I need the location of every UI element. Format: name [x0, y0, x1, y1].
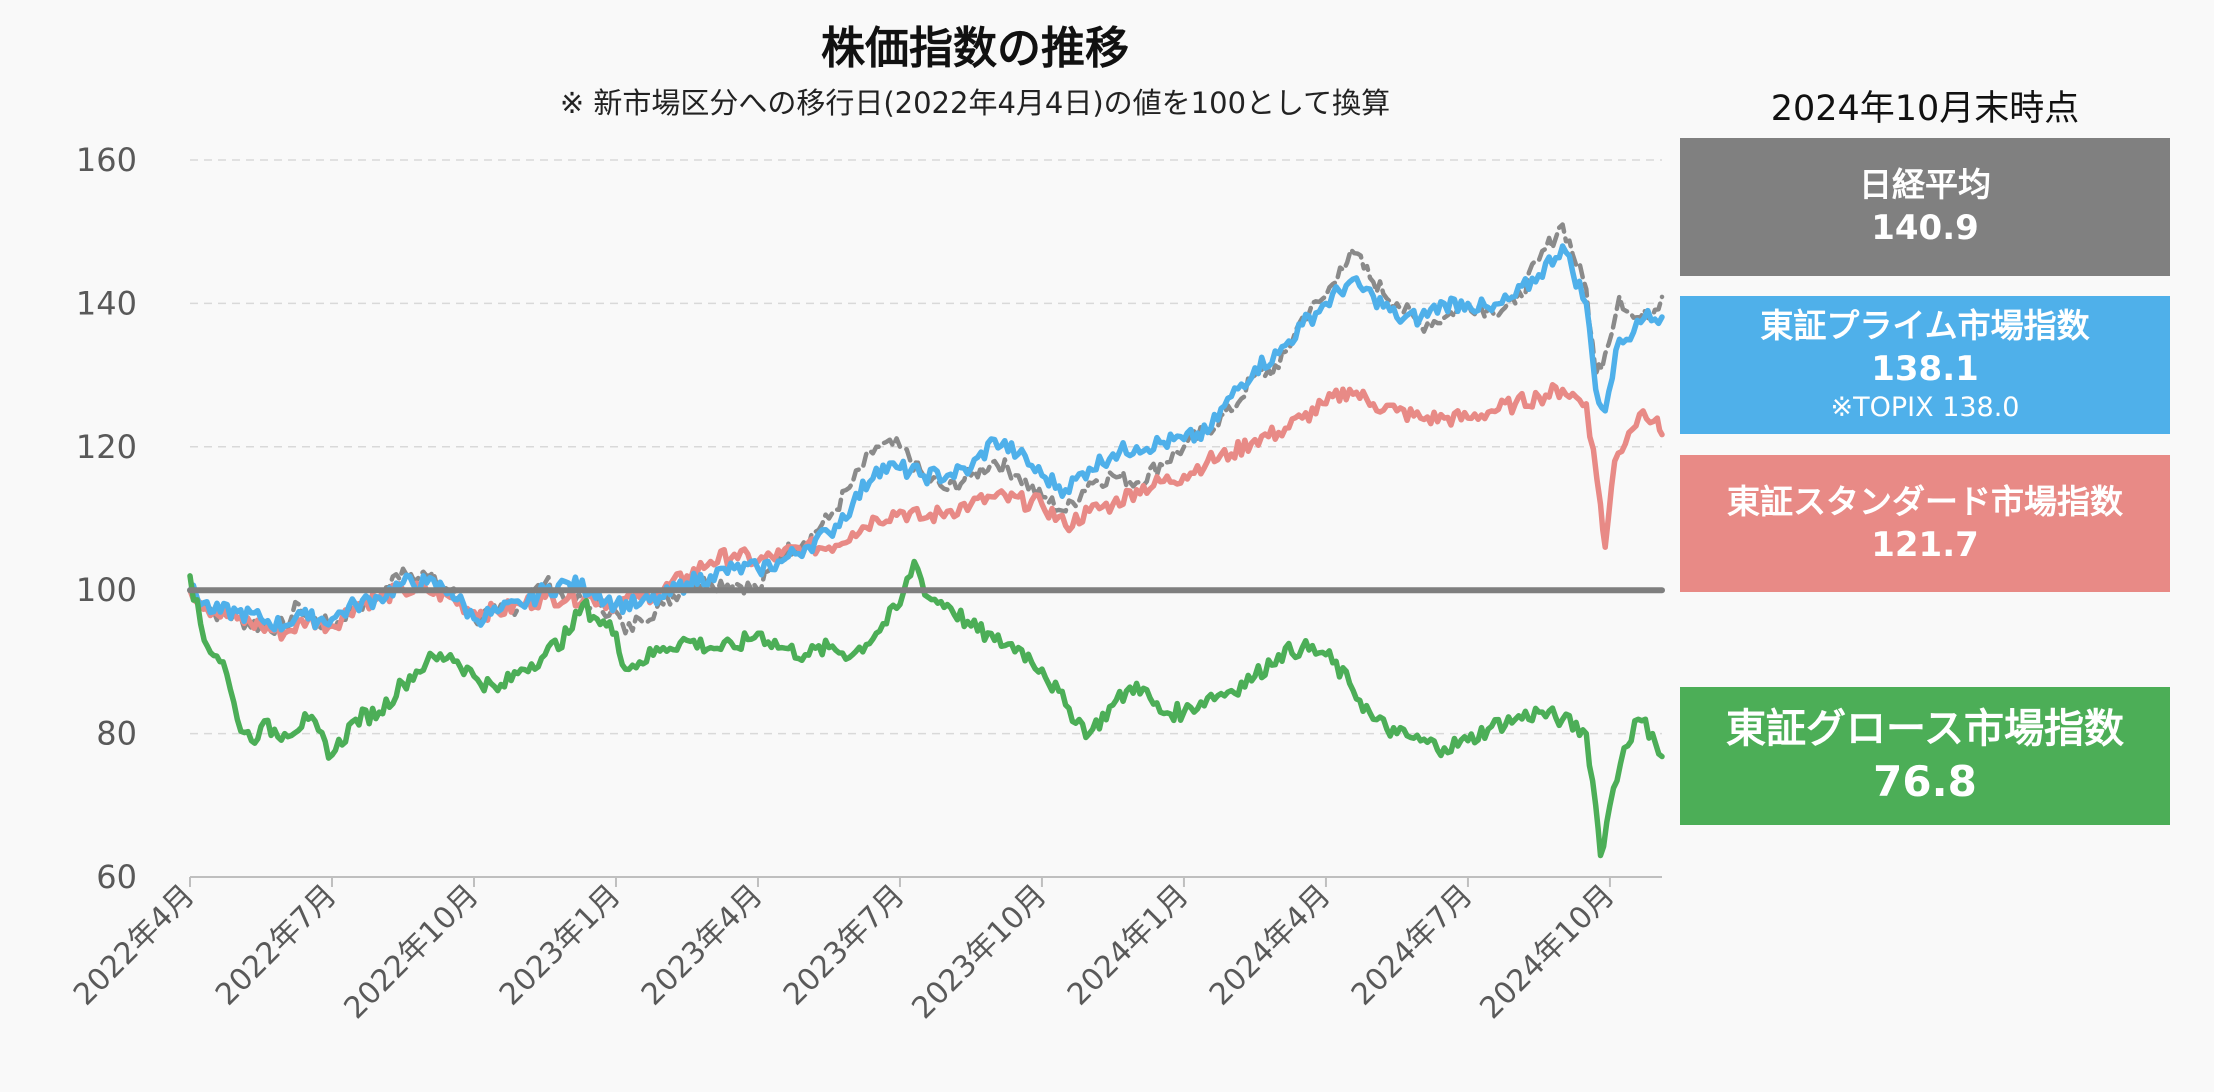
chart-title: 株価指数の推移 — [821, 23, 1129, 74]
panel-label: 東証スタンダード市場指数 — [1727, 481, 2123, 521]
panel-value: 121.7 — [1871, 524, 1979, 565]
series-line — [187, 243, 1665, 633]
x-tick-label: 2022年4月 — [67, 878, 202, 1013]
series-line — [187, 382, 1665, 642]
y-tick-label: 140 — [76, 284, 137, 322]
y-tick-label: 120 — [76, 428, 137, 466]
panel-label: 東証プライム市場指数 — [1760, 306, 2090, 345]
y-tick-label: 100 — [76, 571, 137, 609]
x-tick-label: 2023年10月 — [905, 878, 1053, 1026]
series-line — [187, 222, 1665, 637]
panel-growth: 東証グロース市場指数 76.8 — [1680, 687, 2170, 825]
panel-value: 138.1 — [1871, 349, 1979, 389]
panel-nikkei: 日経平均 140.9 — [1680, 138, 2170, 276]
x-tick-label: 2022年7月 — [209, 878, 344, 1013]
y-tick-label: 160 — [76, 141, 137, 179]
panel-note: ※TOPIX 138.0 — [1830, 392, 2020, 423]
panel-value: 76.8 — [1873, 757, 1977, 806]
x-tick-label: 2024年10月 — [1473, 878, 1621, 1026]
y-tick-label: 80 — [96, 715, 137, 753]
x-tick-label: 2024年1月 — [1061, 878, 1196, 1013]
series-line — [187, 558, 1665, 859]
x-tick-label: 2023年7月 — [777, 878, 912, 1013]
panel-standard: 東証スタンダード市場指数 121.7 — [1680, 455, 2170, 592]
as-of-date: 2024年10月末時点 — [1770, 89, 2080, 129]
x-tick-label: 2023年1月 — [493, 878, 628, 1013]
panel-prime: 東証プライム市場指数 138.1 ※TOPIX 138.0 — [1680, 296, 2170, 434]
panel-label: 日経平均 — [1859, 165, 1991, 204]
x-tick-label: 2024年7月 — [1345, 878, 1480, 1013]
panel-value: 140.9 — [1871, 208, 1979, 248]
chart-subtitle: ※ 新市場区分への移行日(2022年4月4日)の値を100として換算 — [559, 86, 1391, 120]
y-tick-label: 60 — [96, 858, 137, 896]
panel-label: 東証グロース市場指数 — [1726, 706, 2124, 752]
x-tick-label: 2023年4月 — [635, 878, 770, 1013]
x-tick-label: 2022年10月 — [337, 878, 485, 1026]
x-tick-label: 2024年4月 — [1203, 878, 1338, 1013]
